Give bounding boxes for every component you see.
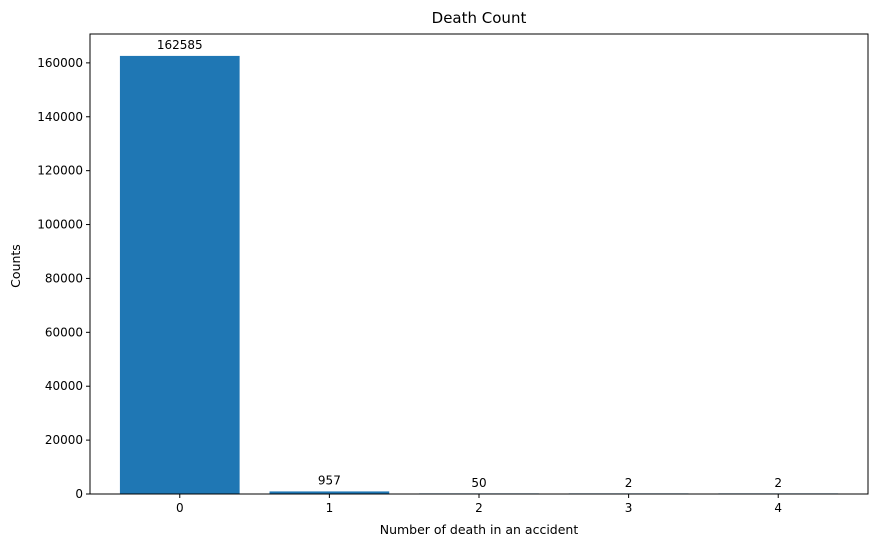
y-tick-label: 140000 [37,110,83,124]
x-axis: 0 1 2 3 4 [176,494,782,515]
data-label-0: 162585 [157,38,203,52]
y-tick-label: 100000 [37,218,83,232]
x-tick-label: 2 [475,501,483,515]
y-tick-label: 0 [75,487,83,501]
y-tick-label: 80000 [45,271,83,285]
x-tick-label: 1 [326,501,334,515]
x-tick-label: 4 [774,501,782,515]
x-tick-label: 3 [625,501,633,515]
data-label-3: 2 [625,476,633,490]
chart-title: Death Count [432,9,527,27]
y-tick-label: 60000 [45,325,83,339]
x-axis-label: Number of death in an accident [380,522,579,537]
bar-labels-group: 162585 957 50 2 2 [157,38,782,490]
y-axis-label: Counts [8,244,23,288]
y-tick-label: 160000 [37,56,83,70]
bars-group [119,55,839,495]
data-label-2: 50 [471,476,486,490]
y-tick-label: 20000 [45,433,83,447]
y-axis: 0 20000 40000 60000 80000 100000 120000 140000 1… [37,56,90,501]
bar-0 [119,55,240,495]
data-label-4: 2 [774,476,782,490]
x-tick-label: 0 [176,501,184,515]
bar-1 [269,491,390,494]
y-tick-label: 40000 [45,379,83,393]
y-tick-label: 120000 [37,164,83,178]
data-label-1: 957 [318,473,341,487]
plot-frame [89,33,869,495]
